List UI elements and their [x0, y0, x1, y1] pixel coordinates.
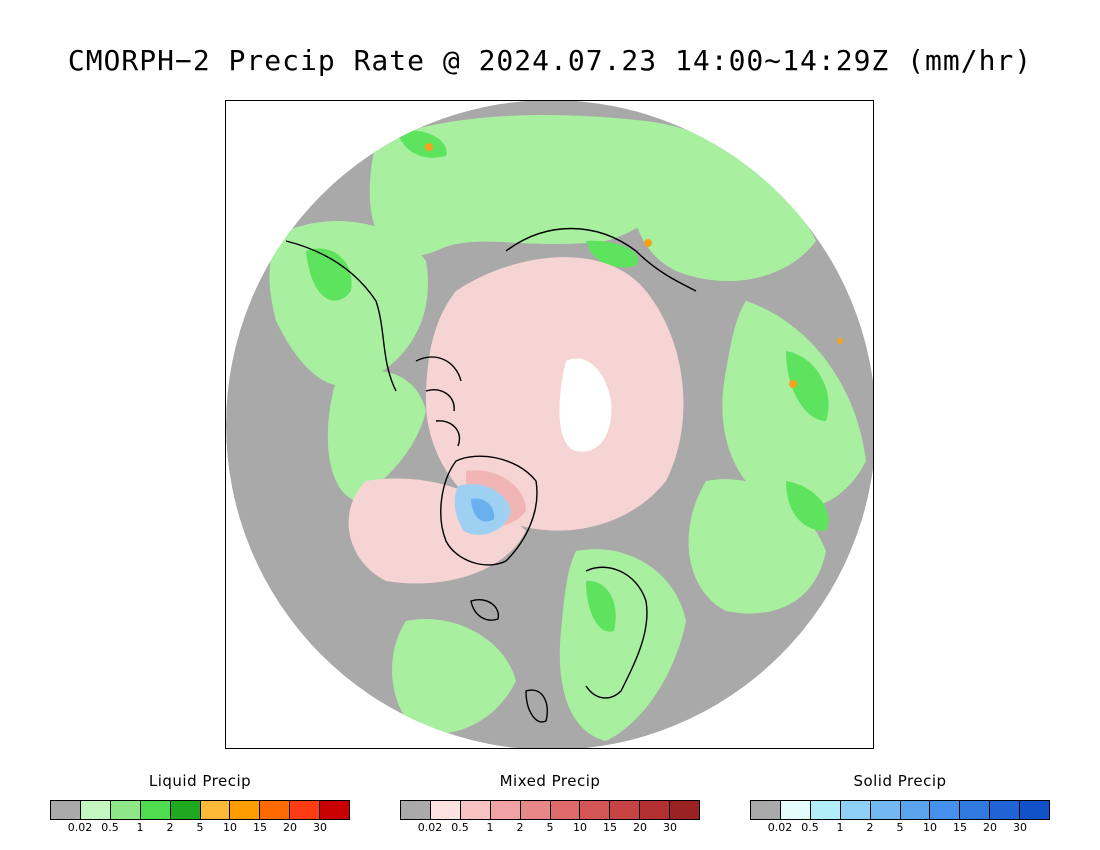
- legend-tick-solid-6: 15: [953, 821, 967, 834]
- snow-core-greenland: [471, 498, 495, 522]
- legend-ticks-solid: 0.02 0.5 1 2 5 10 15 20 30: [750, 821, 1050, 835]
- legend-tick-liquid-5: 10: [223, 821, 237, 834]
- green-region-north-america: [722, 301, 866, 509]
- legend-ticks-liquid: 0.02 0.5 1 2 5 10 15 20 30: [50, 821, 350, 835]
- green-patch-siberia: [586, 240, 638, 268]
- legend-swatch-mixed-4: [520, 801, 551, 819]
- legend-swatch-solid-4: [870, 801, 901, 819]
- legend-mixed: Mixed Precip 0.02 0.5 1 2 5 10 15 20 30: [400, 772, 700, 835]
- legend-tick-liquid-2: 1: [136, 821, 144, 834]
- legend-tick-solid-2: 1: [836, 821, 844, 834]
- legend-tick-mixed-4: 5: [546, 821, 554, 834]
- precip-field: [226, 101, 873, 748]
- legend-tick-mixed-5: 10: [573, 821, 587, 834]
- legend-tick-solid-8: 30: [1013, 821, 1027, 834]
- green-patch-canada: [786, 351, 829, 421]
- legend-swatch-solid-9: [1020, 801, 1050, 819]
- legend-tick-mixed-8: 30: [663, 821, 677, 834]
- legend-swatch-liquid-2: [110, 801, 141, 819]
- coastline-iceland: [470, 599, 500, 621]
- legend-swatch-liquid-5: [200, 801, 231, 819]
- legend-tick-mixed-1: 0.5: [451, 821, 469, 834]
- legend-title-mixed: Mixed Precip: [499, 772, 601, 790]
- legend-tick-solid-0: 0.02: [767, 821, 793, 834]
- legend-tick-solid-7: 20: [983, 821, 997, 834]
- legend-ticks-mixed: 0.02 0.5 1 2 5 10 15 20 30: [400, 821, 700, 835]
- orange-cell-3: [789, 380, 797, 388]
- orange-cell-1: [425, 143, 433, 151]
- green-patch-atlantic: [786, 481, 829, 531]
- legend-tick-liquid-8: 30: [313, 821, 327, 834]
- legend-tick-liquid-3: 2: [166, 821, 174, 834]
- polar-map: [225, 100, 874, 749]
- green-patch-kamchatka: [396, 130, 447, 158]
- mixed-region-arctic: [426, 257, 684, 531]
- legend-swatch-liquid-9: [320, 801, 350, 819]
- legend-swatch-liquid-7: [260, 801, 291, 819]
- legend-tick-liquid-7: 20: [283, 821, 297, 834]
- coastline-alaska: [285, 240, 397, 392]
- legend-bar-liquid: [50, 800, 350, 820]
- legend-swatch-mixed-7: [610, 801, 641, 819]
- orange-cell-2: [644, 239, 652, 247]
- legend-title-solid: Solid Precip: [853, 772, 947, 790]
- coastline-greenland: [440, 455, 538, 566]
- legend-swatch-mixed-9: [670, 801, 700, 819]
- legend-swatch-liquid-3: [140, 801, 171, 819]
- coastline-siberia: [505, 227, 697, 292]
- legend-tick-liquid-1: 0.5: [101, 821, 119, 834]
- legend-swatch-liquid-8: [290, 801, 321, 819]
- legend-tick-solid-3: 2: [866, 821, 874, 834]
- legend-swatch-solid-0: [751, 801, 781, 819]
- legend-swatch-solid-7: [960, 801, 991, 819]
- legend-swatch-liquid-0: [51, 801, 81, 819]
- polar-map-svg: [226, 101, 873, 748]
- legend-tick-solid-5: 10: [923, 821, 937, 834]
- map-title: CMORPH−2 Precip Rate @ 2024.07.23 14:00∼…: [67, 44, 1033, 77]
- legend-swatch-mixed-5: [550, 801, 581, 819]
- legend-solid: Solid Precip 0.02 0.5 1 2 5 10 15 20 30: [750, 772, 1050, 835]
- legend-tick-liquid-4: 5: [196, 821, 204, 834]
- green-region-alaska: [327, 371, 426, 501]
- legend-tick-mixed-3: 2: [516, 821, 524, 834]
- legend-swatch-mixed-8: [640, 801, 671, 819]
- legend-swatch-solid-8: [990, 801, 1021, 819]
- legend-tick-solid-4: 5: [896, 821, 904, 834]
- legend-tick-mixed-0: 0.02: [417, 821, 443, 834]
- legend-tick-liquid-6: 15: [253, 821, 267, 834]
- legend-swatch-solid-2: [810, 801, 841, 819]
- legend-swatch-liquid-6: [230, 801, 261, 819]
- legend-swatch-solid-1: [780, 801, 811, 819]
- legend-title-liquid: Liquid Precip: [148, 772, 252, 790]
- legend-swatch-liquid-4: [170, 801, 201, 819]
- legend-tick-mixed-7: 20: [633, 821, 647, 834]
- legend-swatch-mixed-2: [460, 801, 491, 819]
- coastline-british-isles: [525, 689, 548, 723]
- legend-bar-mixed: [400, 800, 700, 820]
- legend-tick-solid-1: 0.5: [801, 821, 819, 834]
- legend-liquid: Liquid Precip 0.02 0.5 1 2 5 10 15 20 30: [50, 772, 350, 835]
- legend-swatch-solid-3: [840, 801, 871, 819]
- legend-bar-solid: [750, 800, 1050, 820]
- legend-swatch-mixed-6: [580, 801, 611, 819]
- legend-tick-mixed-2: 1: [486, 821, 494, 834]
- legend-swatch-solid-6: [930, 801, 961, 819]
- legend-swatch-mixed-1: [430, 801, 461, 819]
- legend-swatch-liquid-1: [80, 801, 111, 819]
- legend-swatch-mixed-0: [401, 801, 431, 819]
- legend-tick-liquid-0: 0.02: [67, 821, 93, 834]
- legend-swatch-mixed-3: [490, 801, 521, 819]
- legend-swatch-solid-5: [900, 801, 931, 819]
- green-patch-bering: [306, 248, 352, 301]
- coastline-canadian-archipelago: [415, 356, 462, 447]
- no-data-pole: [559, 358, 612, 452]
- green-region-east-siberia: [631, 121, 816, 281]
- orange-cell-4: [837, 338, 843, 344]
- green-patch-scandinavia: [586, 580, 616, 632]
- coastline-scandinavia: [585, 566, 648, 699]
- green-region-north-sea: [392, 619, 516, 734]
- legend-tick-mixed-6: 15: [603, 821, 617, 834]
- green-region-atlantic: [688, 479, 826, 614]
